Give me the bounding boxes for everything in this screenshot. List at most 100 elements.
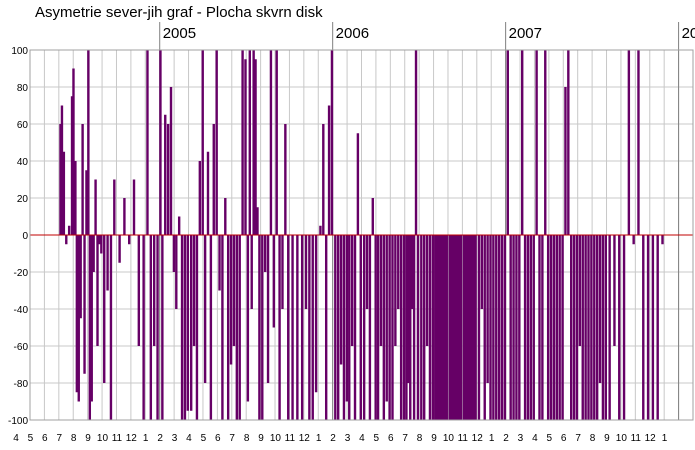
x-tick-label: 12	[645, 433, 657, 444]
bar	[235, 235, 239, 420]
x-tick-label: 7	[56, 433, 62, 444]
bar	[379, 235, 383, 346]
bar	[549, 235, 553, 420]
bar	[319, 225, 322, 235]
bar	[394, 235, 397, 346]
x-tick-label: 4	[359, 433, 365, 444]
bar	[311, 235, 314, 420]
bar	[515, 235, 518, 420]
bar	[448, 235, 451, 420]
bar	[85, 170, 88, 235]
bar	[164, 114, 167, 235]
x-tick-label: 10	[443, 433, 455, 444]
y-tick-label: 100	[11, 46, 28, 57]
bar	[632, 235, 635, 245]
bar	[450, 235, 453, 420]
bar	[81, 124, 84, 235]
bar	[431, 235, 435, 420]
bar	[458, 235, 461, 420]
x-tick-label: 1	[316, 433, 322, 444]
x-tick-label: 4	[186, 433, 192, 444]
bar	[637, 50, 640, 235]
bar	[238, 235, 241, 420]
bar	[244, 59, 247, 235]
bar	[555, 235, 558, 420]
bar	[489, 235, 492, 420]
bar	[434, 235, 437, 420]
bar	[593, 235, 596, 420]
bar	[132, 179, 136, 235]
bar	[248, 50, 251, 235]
bar	[324, 235, 328, 420]
x-tick-label: 8	[71, 433, 77, 444]
y-tick-label: 80	[17, 83, 29, 94]
bar	[334, 235, 337, 420]
x-tick-label: 4	[13, 433, 19, 444]
bar	[161, 235, 164, 420]
bar	[339, 235, 343, 365]
x-tick-label: 8	[244, 433, 250, 444]
bar	[622, 235, 626, 420]
bar	[595, 235, 599, 420]
bar	[226, 235, 230, 420]
bar	[278, 235, 281, 420]
x-tick-label: 12	[299, 433, 311, 444]
bar	[275, 50, 278, 235]
x-tick-label: 11	[631, 433, 642, 444]
bar	[266, 235, 270, 383]
x-tick-label: 10	[616, 433, 628, 444]
bar	[88, 235, 92, 420]
x-tick-label: 12	[472, 433, 484, 444]
bar	[261, 235, 264, 420]
x-tick-label: 10	[97, 433, 109, 444]
bar	[327, 105, 331, 235]
bar	[74, 161, 77, 235]
bar	[287, 235, 290, 420]
x-tick-label: 5	[201, 433, 207, 444]
bar	[252, 50, 255, 235]
bar	[428, 235, 432, 420]
bar	[371, 198, 374, 235]
bar	[59, 124, 62, 235]
bar	[100, 235, 103, 254]
bar	[246, 235, 250, 402]
bar	[443, 235, 447, 420]
bar	[439, 235, 443, 420]
y-tick-label: -60	[14, 342, 29, 353]
bar	[646, 235, 650, 420]
bar	[186, 235, 190, 411]
bar	[356, 133, 360, 235]
bar	[87, 50, 90, 235]
bar	[177, 216, 181, 235]
bar	[399, 235, 403, 420]
bar	[420, 235, 423, 420]
x-tick-label: 8	[417, 433, 423, 444]
bar	[180, 235, 184, 420]
y-tick-label: 60	[17, 120, 29, 131]
bar	[195, 235, 199, 420]
bar	[506, 50, 509, 235]
bar	[464, 235, 468, 420]
bar	[362, 235, 366, 420]
bar	[106, 235, 109, 291]
bar	[590, 235, 593, 420]
y-tick-label: -100	[8, 416, 28, 427]
bar	[532, 235, 535, 420]
bar	[466, 235, 470, 420]
bar	[183, 235, 187, 420]
bar	[146, 50, 149, 235]
bar	[474, 235, 477, 420]
x-tick-label: 6	[388, 433, 394, 444]
bar	[472, 235, 475, 420]
bar	[94, 179, 97, 235]
bar	[300, 235, 304, 420]
bar	[470, 235, 473, 420]
x-tick-label: 3	[518, 433, 524, 444]
bar	[330, 50, 334, 235]
bar	[402, 235, 406, 420]
bar	[572, 235, 576, 420]
bar	[175, 235, 178, 309]
bar	[203, 235, 207, 383]
bar	[407, 235, 410, 383]
bar	[189, 235, 193, 411]
